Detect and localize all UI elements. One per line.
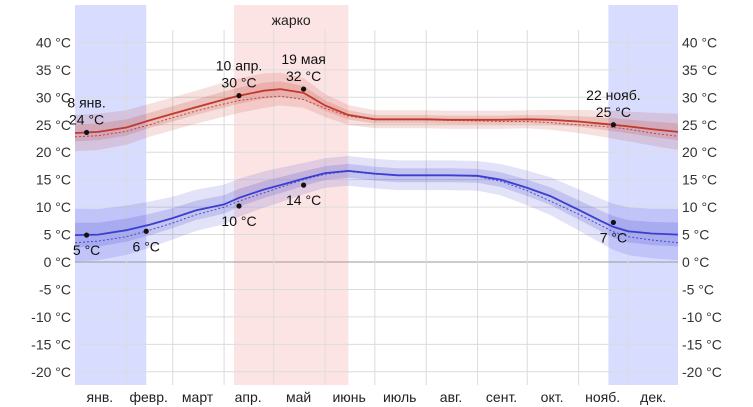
y-axis-right: 40 °C 35 °C 30 °C 25 °C 20 °C 15 °C 10 °C 5 °C 0… [682,34,722,379]
annotation-point-1 [236,93,242,99]
annotation-value-5: 6 °C [133,238,160,254]
annotation-value-0: 24 °C [69,111,104,127]
month-label: янв. [87,389,114,405]
y-tick-label-right: 10 °C [682,199,717,215]
month-label: дек. [640,389,666,405]
month-label: авг. [440,389,463,405]
x-axis-months: янв. февр. март апр. май июнь июль авг. сент. окт… [87,389,667,405]
annotation-date-1: 10 апр. [216,58,263,74]
annotation-value-8: 7 °C [600,229,627,245]
month-label: апр. [235,389,262,405]
y-tick-label-left: 10 °C [36,199,71,215]
annotation-point-3 [610,122,616,128]
month-label: февр. [130,389,168,405]
series-0-line [74,88,679,134]
annotation-point-2 [301,86,307,92]
series-0-inner-band [75,81,678,142]
annotation-point-7 [301,182,307,188]
annotation-point-8 [610,219,616,226]
y-tick-label-left: -15 °C [31,336,71,352]
annotations: 24 °C8 янв. 30 °C10 апр. 32 °C19 мая 25 °C2… [67,51,640,258]
y-tick-label-left: 25 °C [36,117,71,133]
month-label: июль [383,389,416,405]
y-tick-label-left: 35 °C [36,62,71,78]
series-1-outer-band [75,156,678,262]
series-1-inner-band [75,163,678,248]
annotation-value-1: 30 °C [221,75,256,91]
y-tick-label-left: 20 °C [36,144,71,160]
month-label: окт. [541,389,564,405]
y-tick-label-right: 30 °C [682,89,717,105]
band-label-1: жарко [272,12,311,28]
y-tick-label-right: -5 °C [682,281,714,297]
month-label: март [182,389,214,405]
season-band-2 [608,5,678,385]
y-tick-label-right: 0 °C [682,254,709,270]
y-tick-label-right: 15 °C [682,172,717,188]
y-tick-label-left: -5 °C [39,281,71,297]
month-label: нояб. [585,389,620,405]
series-group [74,72,679,262]
y-tick-label-left: -20 °C [31,364,71,380]
season-band-0 [75,5,147,385]
annotation-value-7: 14 °C [286,192,321,208]
y-tick-label-right: -20 °C [682,364,722,380]
annotation-point-0 [83,129,90,136]
annotation-value-6: 10 °C [221,213,256,229]
annotation-value-2: 32 °C [286,68,321,84]
y-tick-label-right: 5 °C [682,227,709,243]
y-axis-left: 40 °C 35 °C 30 °C 25 °C 20 °C 15 °C 10 °C 5 °C 0… [31,34,71,379]
annotation-point-4 [83,232,90,238]
annotation-date-0: 8 янв. [67,94,105,110]
annotation-point-5 [143,228,149,234]
y-tick-label-right: -15 °C [682,336,722,352]
annotation-date-2: 19 мая [281,51,325,67]
annotation-value-4: 5 °C [73,242,100,258]
season-bands: жарко [75,5,678,385]
annotation-date-3: 22 нояб. [586,87,640,103]
annotation-value-3: 25 °C [596,104,631,120]
season-band-1 [234,5,349,385]
annotation-point-6 [236,203,242,209]
series-1-normal-line [74,170,679,244]
month-label: июнь [332,389,365,405]
month-label: май [286,389,311,405]
y-tick-label-right: -10 °C [682,309,722,325]
y-tick-label-left: 40 °C [36,34,71,50]
y-tick-label-right: 35 °C [682,62,717,78]
y-tick-label-left: 0 °C [44,254,71,270]
y-tick-label-right: 40 °C [682,34,717,50]
y-tick-label-right: 25 °C [682,117,717,133]
y-tick-label-right: 20 °C [682,144,717,160]
y-tick-label-left: -10 °C [31,309,71,325]
month-label: сент. [486,389,517,405]
y-tick-label-left: 15 °C [36,172,71,188]
y-tick-label-left: 5 °C [44,227,71,243]
series-1-line [74,169,679,236]
grid [75,30,678,385]
series-0-outer-band [75,72,678,152]
y-tick-label-left: 30 °C [36,89,71,105]
